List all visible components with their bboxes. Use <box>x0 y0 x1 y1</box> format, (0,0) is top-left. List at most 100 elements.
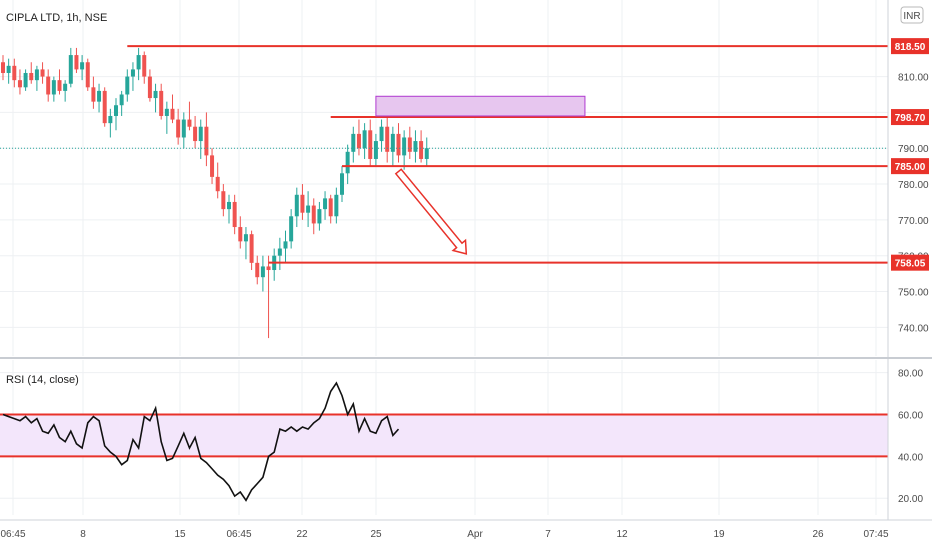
currency-label: INR <box>903 11 920 22</box>
candle <box>283 230 288 263</box>
candle-body <box>142 55 147 77</box>
candle <box>114 98 118 131</box>
candle-body <box>345 151 350 174</box>
rsi-band <box>0 413 888 458</box>
candle-body <box>266 266 271 271</box>
price-tag <box>891 38 929 55</box>
time-tick-label: 22 <box>296 529 308 540</box>
candle-body <box>130 69 135 77</box>
price-tick-label: 750.00 <box>898 288 929 299</box>
candle-body <box>300 194 305 213</box>
candle-body <box>12 65 17 81</box>
candle-body <box>379 126 384 142</box>
candle-body <box>294 194 299 217</box>
candle-body <box>419 141 424 159</box>
target-arrow <box>394 168 468 255</box>
time-tick-label: 06:45 <box>226 529 251 540</box>
candle <box>176 108 181 145</box>
candle <box>17 69 22 95</box>
candle <box>227 194 231 224</box>
candle-body <box>1 62 5 73</box>
time-tick-label: 12 <box>616 529 628 540</box>
candle-body <box>170 108 175 120</box>
candle <box>323 191 328 220</box>
candle-body <box>51 80 56 95</box>
candle-body <box>277 248 282 256</box>
candle-body <box>238 227 243 242</box>
candle-body <box>255 262 260 278</box>
candle <box>23 69 28 91</box>
candle-body <box>306 205 311 213</box>
symbol-title[interactable]: CIPLA LTD, 1h, NSE <box>6 12 107 24</box>
candle <box>362 123 367 159</box>
candle <box>255 255 260 285</box>
candle <box>356 119 361 156</box>
rsi-tick-label: 60.00 <box>898 410 923 421</box>
candle <box>373 133 378 167</box>
candle-body <box>260 266 265 278</box>
candle <box>63 80 68 102</box>
candle-body <box>119 94 124 106</box>
time-tick-label: 7 <box>545 529 551 540</box>
time-tick-label: 26 <box>812 529 824 540</box>
candle-body <box>97 90 102 102</box>
currency-badge[interactable]: INR <box>900 6 924 24</box>
candle <box>317 201 322 231</box>
candle <box>300 184 305 220</box>
candle-body <box>396 133 401 156</box>
candle <box>147 69 152 102</box>
time-tick-label: 8 <box>80 529 86 540</box>
candle <box>97 83 102 113</box>
candle <box>46 69 51 102</box>
candle-body <box>317 209 322 224</box>
price-tag-label: 785.00 <box>895 162 926 173</box>
candle-body <box>340 173 344 195</box>
candle <box>294 187 299 228</box>
candle-body <box>159 90 164 116</box>
candle-body <box>102 90 107 124</box>
price-tag <box>891 158 929 175</box>
candle-body <box>6 65 11 73</box>
candle-body <box>57 80 62 91</box>
candle <box>266 255 271 339</box>
candle <box>260 255 265 292</box>
drawing-annotations <box>0 45 888 264</box>
candle <box>40 62 45 84</box>
candle <box>119 90 124 116</box>
candle-body <box>407 137 412 152</box>
candle-body <box>204 126 209 156</box>
candle <box>130 62 135 91</box>
candle <box>334 187 339 224</box>
candle-body <box>210 155 215 177</box>
price-tick-label: 790.00 <box>898 144 929 155</box>
candle <box>136 47 141 81</box>
rsi-band-fill <box>0 414 888 457</box>
candle <box>12 58 17 88</box>
candle <box>311 198 316 235</box>
candle <box>289 209 294 249</box>
candle <box>351 126 356 163</box>
price-tag-label: 798.70 <box>895 113 926 124</box>
candle-body <box>198 126 203 142</box>
candle-body <box>413 141 418 152</box>
candle <box>29 62 34 84</box>
candle <box>413 130 418 163</box>
price-tag <box>891 254 929 271</box>
candle <box>390 126 395 167</box>
candle <box>243 227 248 260</box>
candle <box>125 69 130 102</box>
candle <box>232 194 237 235</box>
rsi-title[interactable]: RSI (14, close) <box>6 374 79 386</box>
candle-body <box>373 141 378 159</box>
candle <box>108 108 113 138</box>
candle-body <box>34 69 39 81</box>
candle <box>153 83 158 113</box>
candle-body <box>193 126 198 142</box>
time-tick-label: 25 <box>370 529 382 540</box>
candle-body <box>46 76 51 95</box>
candle-body <box>328 198 333 217</box>
candle-body <box>68 55 73 84</box>
time-tick-label: 06:45 <box>0 529 25 540</box>
